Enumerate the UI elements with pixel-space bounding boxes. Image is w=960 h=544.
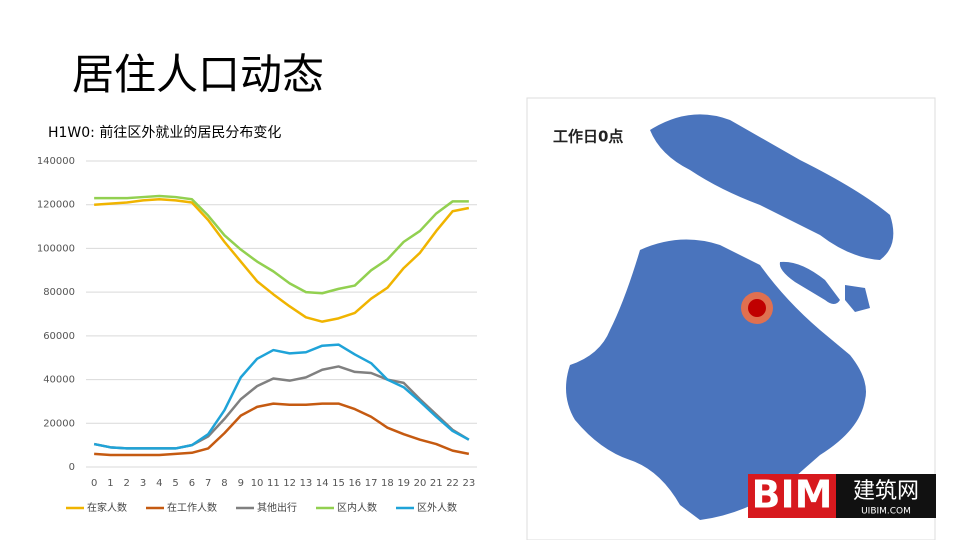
series-line bbox=[94, 194, 469, 295]
x-tick-label: 9 bbox=[238, 478, 244, 489]
map-label: 工作日0点 bbox=[553, 128, 623, 146]
x-tick-label: 4 bbox=[156, 478, 162, 489]
x-tick-label: 15 bbox=[332, 478, 345, 489]
x-tick-label: 6 bbox=[189, 478, 195, 489]
series-line bbox=[94, 198, 470, 323]
x-tick-label: 22 bbox=[446, 478, 459, 489]
y-tick-label: 40000 bbox=[43, 375, 75, 386]
x-tick-label: 1 bbox=[107, 478, 113, 489]
x-tick-label: 14 bbox=[316, 478, 329, 489]
logo-side: 建筑网 bbox=[853, 479, 919, 504]
x-tick-label: 23 bbox=[462, 478, 475, 489]
x-tick-label: 13 bbox=[300, 478, 313, 489]
y-tick-label: 60000 bbox=[43, 331, 75, 342]
island bbox=[779, 261, 840, 304]
legend-label: 其他出行 bbox=[257, 501, 297, 514]
chart-title: H1W0: 前往区外就业的居民分布变化 bbox=[48, 124, 281, 141]
x-tick-label: 7 bbox=[205, 478, 211, 489]
x-tick-label: 0 bbox=[91, 478, 97, 489]
series-line bbox=[93, 343, 470, 450]
x-tick-label: 12 bbox=[283, 478, 296, 489]
y-tick-label: 20000 bbox=[43, 418, 75, 429]
legend-label: 区外人数 bbox=[417, 501, 457, 514]
legend-label: 区内人数 bbox=[337, 501, 377, 514]
y-tick-label: 80000 bbox=[43, 287, 75, 298]
y-tick-label: 0 bbox=[69, 462, 75, 473]
mainland bbox=[566, 239, 866, 520]
legend-label: 在工作人数 bbox=[167, 501, 217, 514]
series-line bbox=[94, 402, 470, 457]
x-tick-label: 20 bbox=[414, 478, 427, 489]
island bbox=[845, 285, 870, 312]
x-tick-label: 21 bbox=[430, 478, 443, 489]
map: 工作日0点 bbox=[526, 97, 936, 541]
logo-url: UIBIM.COM bbox=[861, 507, 911, 517]
x-tick-label: 10 bbox=[251, 478, 264, 489]
x-tick-label: 8 bbox=[221, 478, 227, 489]
x-tick-label: 2 bbox=[124, 478, 130, 489]
y-tick-label: 140000 bbox=[37, 156, 75, 167]
slide-title: 居住人口动态 bbox=[72, 50, 324, 99]
x-tick-label: 5 bbox=[172, 478, 178, 489]
x-tick-label: 19 bbox=[397, 478, 410, 489]
x-tick-label: 3 bbox=[140, 478, 146, 489]
logo-main-box bbox=[748, 474, 836, 518]
x-tick-label: 16 bbox=[348, 478, 361, 489]
x-tick-label: 18 bbox=[381, 478, 394, 489]
x-tick-label: 17 bbox=[365, 478, 378, 489]
logo: BIM 建筑网 UIBIM.COM bbox=[748, 473, 936, 518]
island bbox=[650, 114, 894, 260]
x-tick-label: 11 bbox=[267, 478, 280, 489]
y-tick-label: 120000 bbox=[37, 200, 75, 211]
logo-main: BIM bbox=[752, 473, 833, 517]
y-tick-label: 100000 bbox=[37, 243, 75, 254]
hotspot-core bbox=[748, 299, 766, 317]
logo-side-box bbox=[836, 474, 936, 518]
legend-label: 在家人数 bbox=[87, 501, 127, 514]
